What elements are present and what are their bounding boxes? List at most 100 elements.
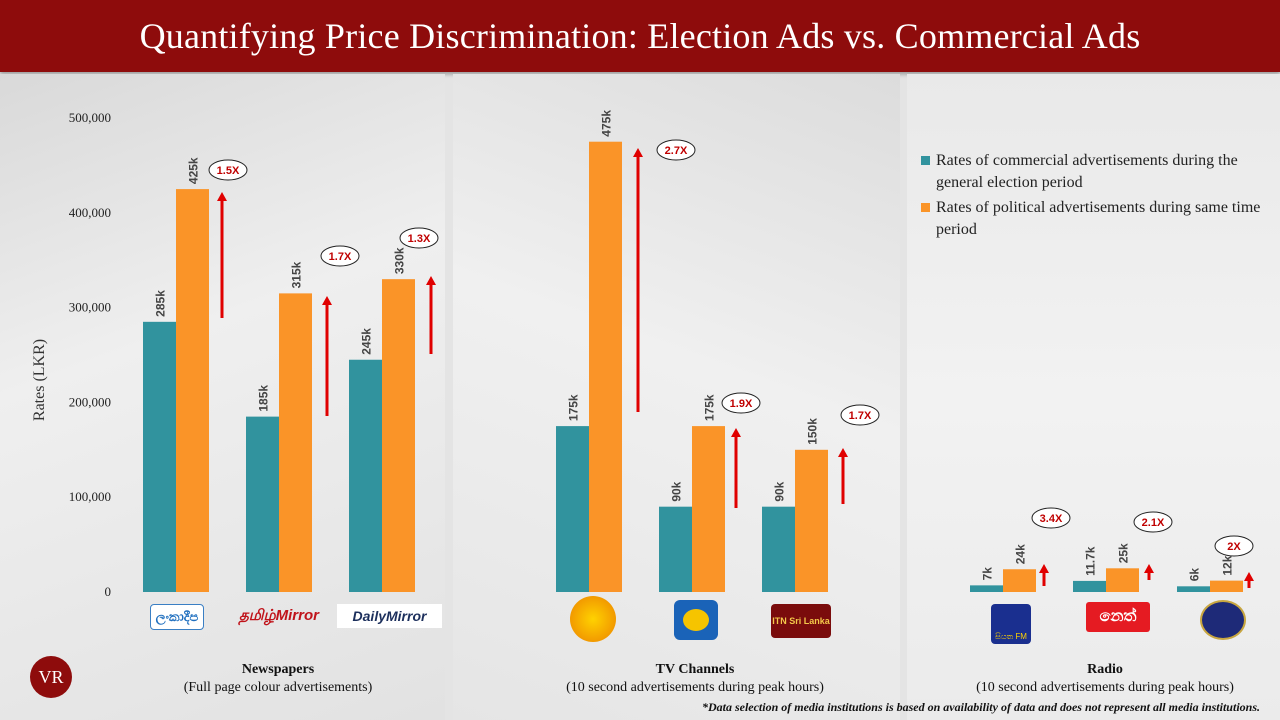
increase-arrow-head xyxy=(838,448,848,457)
y-tick-label: 500,000 xyxy=(69,110,111,125)
radio-title: Radio xyxy=(1087,662,1123,677)
data-label-political: 475k xyxy=(600,110,614,137)
increase-arrow-head xyxy=(322,296,332,305)
swarnavahini-emblem-icon xyxy=(683,609,709,631)
bar-commercial xyxy=(349,359,382,592)
swarnavahini-logo xyxy=(674,600,718,640)
increase-arrow-head xyxy=(633,148,643,157)
data-label-political: 425k xyxy=(187,157,201,184)
multiplier-badge xyxy=(320,245,360,267)
legend-swatch-political xyxy=(921,203,930,212)
legend-swatch-commercial xyxy=(921,156,930,165)
bar-commercial xyxy=(762,506,795,592)
multiplier-label: 1.5X xyxy=(217,165,240,177)
bar-commercial xyxy=(556,426,589,592)
hiru-tv-logo xyxy=(570,596,616,642)
multiplier-label: 1.9X xyxy=(730,398,753,410)
vr-logo: VR xyxy=(30,656,72,698)
bar-commercial xyxy=(1073,580,1106,592)
bar-political xyxy=(176,189,209,592)
data-label-political: 12k xyxy=(1221,555,1235,575)
bar-political xyxy=(1210,580,1243,592)
data-label-commercial: 245k xyxy=(360,328,374,355)
data-label-political: 175k xyxy=(703,394,717,421)
multiplier-badge xyxy=(721,392,761,414)
data-label-commercial: 6k xyxy=(1188,568,1202,582)
data-label-commercial: 90k xyxy=(670,481,684,501)
data-label-commercial: 185k xyxy=(257,385,271,412)
lankadeepa-logo: ලංකාදීප xyxy=(150,604,204,630)
title-banner: Quantifying Price Discrimination: Electi… xyxy=(0,0,1280,72)
y-tick-label: 300,000 xyxy=(69,300,111,315)
bar-commercial xyxy=(970,585,1003,592)
y-tick-label: 400,000 xyxy=(69,205,111,220)
multiplier-label: 3.4X xyxy=(1040,513,1063,525)
tamilmirror-logo: தமிழ்Mirror xyxy=(239,606,319,624)
legend-label-commercial: Rates of commercial advertisements durin… xyxy=(936,152,1238,191)
multiplier-label: 2X xyxy=(1227,541,1241,553)
legend-item-political: Rates of political advertisements during… xyxy=(921,197,1271,241)
data-label-political: 150k xyxy=(806,418,820,445)
data-label-political: 315k xyxy=(290,261,304,288)
bar-political xyxy=(692,426,725,592)
newspapers-title: Newspapers xyxy=(241,662,315,677)
page-title: Quantifying Price Discrimination: Electi… xyxy=(139,16,1141,56)
dailymirror-logo: DailyMirror xyxy=(337,604,442,628)
increase-arrow-head xyxy=(1144,564,1154,573)
radio-subtitle: (10 second advertisements during peak ho… xyxy=(976,680,1234,695)
multiplier-label: 2.1X xyxy=(1142,517,1165,529)
bar-commercial xyxy=(1177,586,1210,592)
tv-subtitle: (10 second advertisements during peak ho… xyxy=(566,680,824,695)
newspapers-subtitle: (Full page colour advertisements) xyxy=(183,680,373,695)
y-tick-label: 0 xyxy=(105,584,112,599)
neth-fm-logo: නෙත් xyxy=(1086,602,1150,632)
increase-arrow-head xyxy=(731,428,741,437)
bar-political xyxy=(795,449,828,592)
rangiri-fm-logo xyxy=(1200,600,1246,640)
y-axis-label: Rates (LKR) xyxy=(31,339,48,421)
bar-political xyxy=(1106,568,1139,592)
multiplier-label: 1.7X xyxy=(329,251,352,263)
multiplier-badge xyxy=(399,227,439,249)
tv-caption: TV Channels (10 second advertisements du… xyxy=(530,661,860,697)
bar-commercial xyxy=(246,416,279,592)
data-label-commercial: 285k xyxy=(154,290,168,317)
legend: Rates of commercial advertisements durin… xyxy=(921,150,1271,244)
multiplier-badge xyxy=(840,404,880,426)
data-label-political: 330k xyxy=(393,247,407,274)
multiplier-badge xyxy=(656,139,696,161)
multiplier-badge xyxy=(1031,507,1071,529)
increase-arrow-head xyxy=(1039,564,1049,573)
tv-title: TV Channels xyxy=(655,662,735,677)
bar-commercial xyxy=(143,321,176,592)
data-label-commercial: 7k xyxy=(981,567,995,581)
multiplier-label: 1.3X xyxy=(408,233,431,245)
data-label-political: 24k xyxy=(1014,544,1028,564)
increase-arrow-head xyxy=(1244,572,1254,581)
multiplier-label: 2.7X xyxy=(665,145,688,157)
radio-caption: Radio (10 second advertisements during p… xyxy=(950,661,1260,697)
legend-item-commercial: Rates of commercial advertisements durin… xyxy=(921,150,1271,194)
multiplier-label: 1.7X xyxy=(849,410,872,422)
y-tick-label: 100,000 xyxy=(69,489,111,504)
itn-logo: ITN Sri Lanka xyxy=(771,604,831,638)
siyatha-fm-logo: සියත FM xyxy=(991,604,1031,644)
y-tick-label: 200,000 xyxy=(69,394,111,409)
bar-political xyxy=(279,293,312,592)
bar-political xyxy=(589,141,622,592)
bar-political xyxy=(1003,569,1036,592)
data-label-commercial: 175k xyxy=(567,394,581,421)
data-label-commercial: 11.7k xyxy=(1084,546,1098,576)
increase-arrow-head xyxy=(426,276,436,285)
legend-label-political: Rates of political advertisements during… xyxy=(936,199,1261,238)
newspapers-caption: Newspapers (Full page colour advertiseme… xyxy=(120,661,436,697)
multiplier-badge xyxy=(1214,535,1254,557)
multiplier-badge xyxy=(208,159,248,181)
footnote: *Data selection of media institutions is… xyxy=(701,700,1260,714)
multiplier-badge xyxy=(1133,511,1173,533)
bar-political xyxy=(382,279,415,592)
bar-commercial xyxy=(659,506,692,592)
increase-arrow-head xyxy=(217,192,227,201)
data-label-commercial: 90k xyxy=(773,481,787,501)
